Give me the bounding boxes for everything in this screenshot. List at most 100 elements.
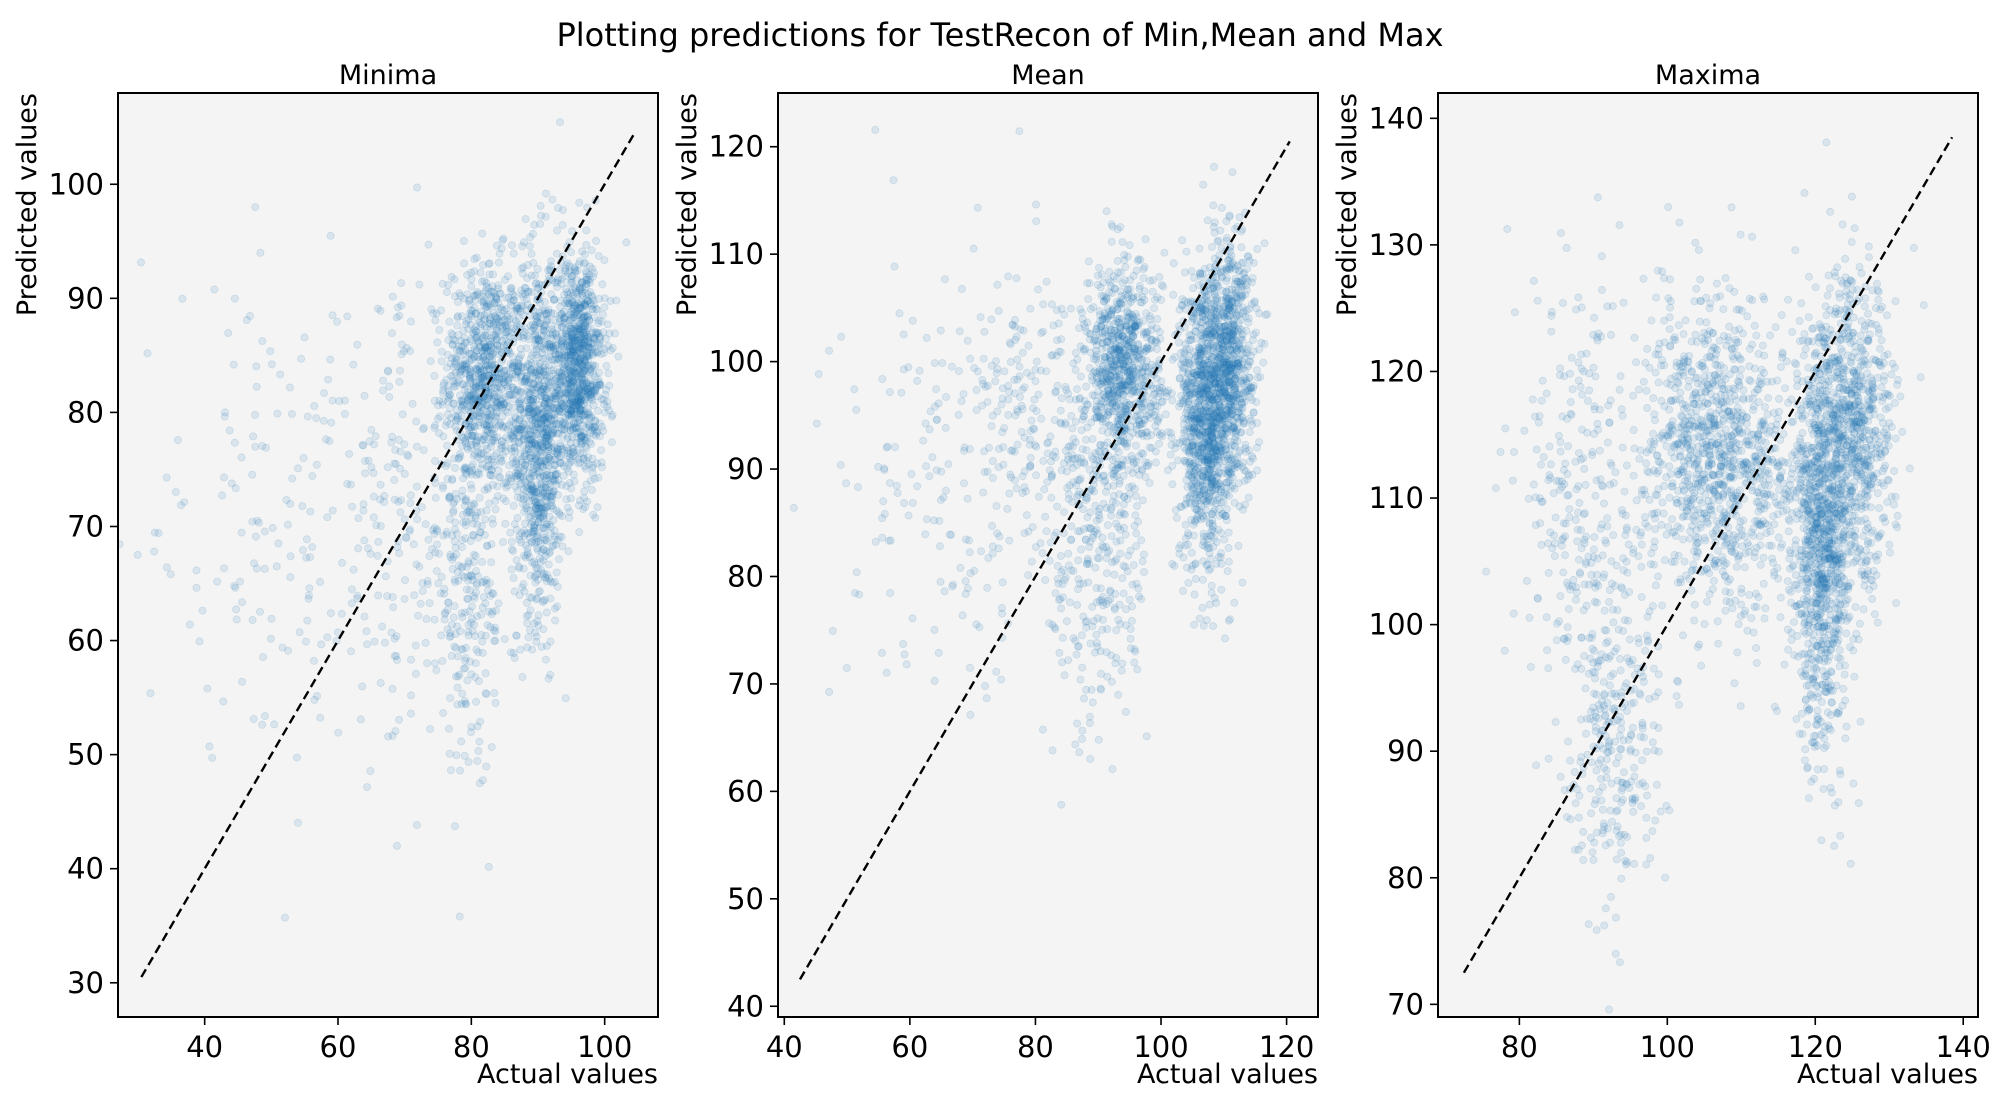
data-point [1088,434,1097,443]
data-point [536,201,545,210]
data-point [542,433,551,442]
data-point [492,333,501,342]
data-point [487,287,496,296]
data-point [519,238,528,247]
data-point [470,267,479,276]
data-point [477,307,486,316]
data-point [486,292,495,301]
data-point [501,371,510,380]
data-point [554,350,563,359]
data-point [499,378,508,387]
data-point [395,366,404,375]
data-point [487,337,496,346]
data-point [470,391,479,400]
data-point [353,340,362,349]
data-point [553,226,562,235]
data-point [469,381,478,390]
data-point [323,633,332,642]
data-point [477,381,486,390]
data-point [390,634,399,643]
data-point [508,454,517,463]
data-point [335,396,344,405]
data-point [479,377,488,386]
data-point [453,700,462,709]
data-point [468,431,477,440]
data-point [484,462,493,471]
data-point [508,403,517,412]
data-point [494,258,503,267]
y-axis-label: Predicted values [12,93,43,316]
data-point [1170,561,1179,570]
data-point [367,463,376,472]
data-point [459,380,468,389]
data-point [480,530,489,539]
data-point [437,631,446,640]
data-point [481,344,490,353]
data-point [503,312,512,321]
data-point [450,498,459,507]
data-point [490,298,499,307]
data-point [524,359,533,368]
data-point [1160,248,1169,257]
data-point [481,343,490,352]
data-point [578,375,587,384]
data-point [496,400,505,409]
data-point [460,405,469,414]
data-point [465,425,474,434]
data-point [312,414,321,423]
data-point [387,329,396,338]
data-point [480,343,489,352]
x-tick-label: 60 [320,1030,357,1064]
data-point [584,343,593,352]
data-point [495,401,504,410]
data-point [512,304,521,313]
data-point [491,627,500,636]
data-point [1131,441,1140,450]
data-point [496,321,505,330]
data-point [460,360,469,369]
data-point [455,368,464,377]
data-point [451,368,460,377]
data-point [563,288,572,297]
data-point [449,362,458,371]
data-point [489,308,498,317]
data-point [1107,346,1116,355]
data-point [575,198,584,207]
data-point [1118,238,1127,247]
data-point [1211,491,1220,500]
data-point [459,474,468,483]
data-point [465,372,474,381]
data-point [562,482,571,491]
data-point [486,346,495,355]
data-point [431,493,440,502]
data-point [452,406,461,415]
data-point [388,684,397,693]
data-point [566,439,575,448]
data-point [1130,521,1139,530]
data-point [459,237,468,246]
data-point [532,350,541,359]
data-point [495,420,504,429]
data-point [509,574,518,583]
data-point [1136,298,1145,307]
data-point [1122,398,1131,407]
data-point [251,532,260,541]
data-point [1135,284,1144,293]
data-point [384,366,393,375]
data-point [360,536,369,545]
data-point [478,460,487,469]
data-point [1224,543,1233,552]
data-point [484,455,493,464]
data-point [453,362,462,371]
data-point [494,298,503,307]
data-point [477,277,486,286]
data-point [443,474,452,483]
data-point [540,297,549,306]
data-point [373,551,382,560]
data-point [481,331,490,340]
data-point [176,501,185,510]
data-point [501,320,510,329]
data-point [486,413,495,422]
data-point [479,333,488,342]
data-point [598,463,607,472]
